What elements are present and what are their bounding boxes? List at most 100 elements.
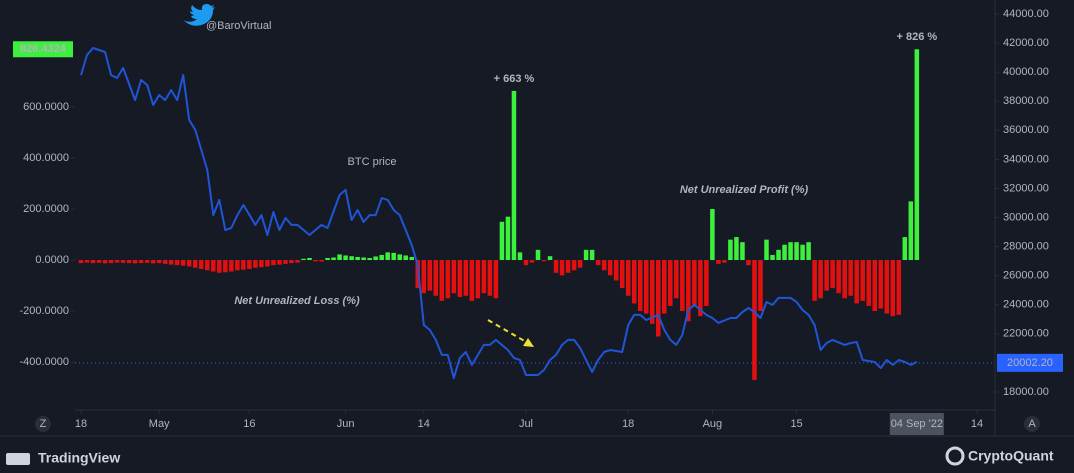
hint-arrow xyxy=(487,319,534,347)
bar xyxy=(397,254,402,261)
bar xyxy=(409,256,414,261)
bar xyxy=(199,260,204,269)
bar xyxy=(505,216,511,261)
bar xyxy=(265,260,270,267)
bar xyxy=(758,260,763,312)
bar xyxy=(776,249,781,261)
bar xyxy=(421,260,427,294)
bar xyxy=(818,260,823,299)
bar xyxy=(734,237,739,261)
bar xyxy=(656,260,661,337)
bar xyxy=(180,260,186,266)
twitter-icon xyxy=(183,4,215,26)
bar xyxy=(162,260,168,264)
bar xyxy=(571,260,577,271)
date-tag xyxy=(889,413,944,435)
bar xyxy=(433,260,439,296)
bar xyxy=(716,260,721,264)
bar xyxy=(752,260,757,380)
bar xyxy=(553,260,559,273)
bar xyxy=(144,260,150,263)
bar xyxy=(728,239,733,261)
bar xyxy=(848,260,853,296)
bar xyxy=(451,260,457,294)
bar xyxy=(361,257,366,261)
bar xyxy=(842,260,847,299)
bar xyxy=(577,260,583,268)
y2-tick-label: 22000.00 xyxy=(1003,328,1049,340)
bar xyxy=(367,257,372,261)
x-tick-label: Aug xyxy=(703,418,723,430)
bar xyxy=(385,252,390,261)
bar xyxy=(96,260,102,263)
bar xyxy=(607,260,613,276)
bar xyxy=(283,260,288,264)
bar xyxy=(168,260,174,265)
bar xyxy=(132,260,138,264)
bar xyxy=(559,260,565,276)
y2-tick-label: 26000.00 xyxy=(1003,270,1049,282)
bar xyxy=(866,260,871,306)
bar xyxy=(349,256,354,261)
bar xyxy=(84,260,90,263)
bar xyxy=(746,260,751,266)
bar xyxy=(277,260,282,265)
tradingview-logo xyxy=(6,453,30,465)
y-tick-label: 200.0000 xyxy=(23,203,69,215)
bar xyxy=(692,260,697,306)
bar xyxy=(890,260,896,317)
bar xyxy=(138,260,144,264)
bar xyxy=(193,260,198,268)
annotation: Net Unrealized Loss (%) xyxy=(234,295,360,307)
bar xyxy=(223,260,228,273)
bar xyxy=(830,260,835,289)
y-tick-label: -400.0000 xyxy=(19,356,69,368)
bar xyxy=(583,249,589,261)
bar xyxy=(102,260,108,264)
chart-title: @BaroVirtual xyxy=(206,20,271,32)
bar xyxy=(770,254,775,261)
y2-tick-label: 40000.00 xyxy=(1003,66,1049,78)
bar xyxy=(229,260,234,272)
bar xyxy=(565,260,571,273)
bar xyxy=(373,256,378,261)
bar xyxy=(186,260,192,267)
bar xyxy=(78,260,84,264)
bar xyxy=(698,260,703,317)
scale-button-label: A xyxy=(1028,418,1036,430)
bar xyxy=(902,237,908,261)
bar xyxy=(547,256,553,261)
bar xyxy=(439,260,445,301)
bar xyxy=(517,252,523,261)
bar xyxy=(355,256,360,261)
y2-tick-label: 44000.00 xyxy=(1003,8,1049,20)
y2-tick-label: 38000.00 xyxy=(1003,95,1049,107)
y2-tick-label: 32000.00 xyxy=(1003,182,1049,194)
bar xyxy=(90,260,96,264)
x-tick-label: Jul xyxy=(519,418,533,430)
bar xyxy=(271,260,276,266)
bar xyxy=(469,260,475,301)
bar xyxy=(686,260,691,322)
bar xyxy=(295,260,300,263)
bar xyxy=(289,260,294,264)
scale-button-label: Z xyxy=(40,418,47,430)
bar xyxy=(325,257,330,261)
y2-tick-label: 34000.00 xyxy=(1003,153,1049,165)
scale-button[interactable] xyxy=(35,416,51,432)
bar xyxy=(896,260,902,315)
bar xyxy=(156,260,162,264)
bar xyxy=(824,260,829,291)
y2-tick-label: 36000.00 xyxy=(1003,124,1049,136)
x-tick-label: 16 xyxy=(243,418,255,430)
x-tick-label: 15 xyxy=(790,418,802,430)
bar xyxy=(427,260,433,291)
bar xyxy=(487,260,493,296)
scale-button[interactable] xyxy=(1024,416,1040,432)
bar xyxy=(343,255,348,261)
bar xyxy=(884,260,890,314)
bar xyxy=(764,239,769,261)
annotation: BTC price xyxy=(348,156,397,168)
bar xyxy=(788,242,793,261)
